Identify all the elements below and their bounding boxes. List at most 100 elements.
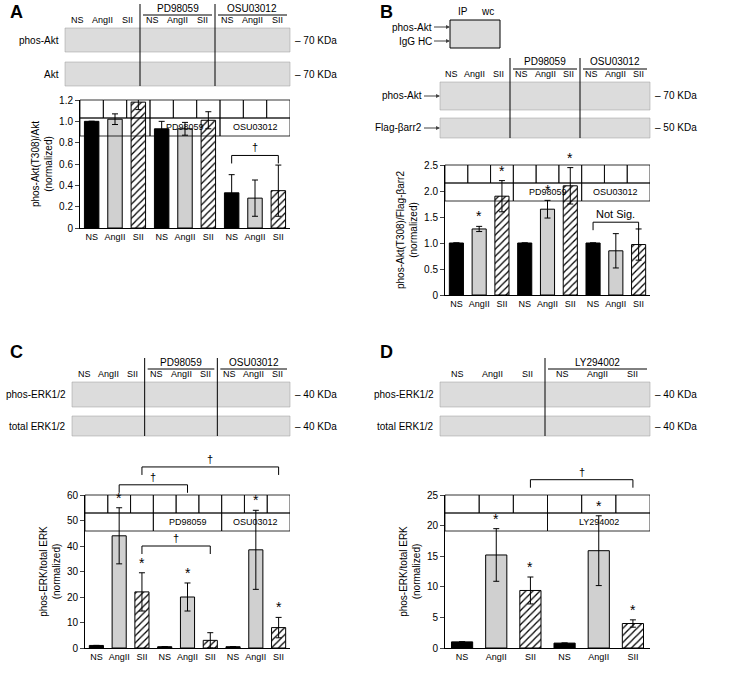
svg-text:*: * <box>630 602 636 618</box>
svg-text:0.8: 0.8 <box>59 137 73 148</box>
svg-text:NS: NS <box>225 232 238 242</box>
svg-text:NS: NS <box>451 369 464 379</box>
svg-text:0: 0 <box>432 290 438 301</box>
svg-text:AngII: AngII <box>243 369 264 379</box>
svg-text:SII: SII <box>627 652 638 662</box>
svg-text:SII: SII <box>273 652 284 662</box>
svg-text:0: 0 <box>72 643 78 654</box>
svg-text:LY294002: LY294002 <box>575 357 620 368</box>
svg-text:*: * <box>476 208 482 224</box>
svg-text:*: * <box>527 559 533 575</box>
svg-text:*: * <box>545 182 551 198</box>
svg-text:NS: NS <box>71 15 84 25</box>
svg-text:*: * <box>185 565 191 581</box>
svg-text:NS: NS <box>221 15 234 25</box>
svg-text:SII: SII <box>200 369 211 379</box>
svg-text:AngII: AngII <box>98 369 119 379</box>
svg-text:– 70 KDa: – 70 KDa <box>295 35 337 46</box>
svg-text:phos-Akt(T308)/Flag-βarr2(norm: phos-Akt(T308)/Flag-βarr2(normalized) <box>395 171 419 289</box>
svg-text:*: * <box>253 492 259 508</box>
svg-text:SII: SII <box>633 69 644 79</box>
svg-text:Akt: Akt <box>44 69 59 80</box>
svg-text:NS: NS <box>78 369 91 379</box>
svg-text:0: 0 <box>67 223 73 234</box>
svg-text:NS: NS <box>155 232 168 242</box>
svg-text:AngII: AngII <box>242 15 263 25</box>
svg-text:NS: NS <box>223 369 236 379</box>
svg-text:NS: NS <box>150 369 163 379</box>
svg-text:10: 10 <box>67 617 79 628</box>
svg-text:OSU03012: OSU03012 <box>233 517 278 527</box>
svg-text:– 70 KDa: – 70 KDa <box>655 90 697 101</box>
svg-text:PD98059: PD98059 <box>524 56 566 67</box>
svg-text:†: † <box>207 453 213 465</box>
svg-text:NS: NS <box>85 232 98 242</box>
svg-text:0.4: 0.4 <box>59 180 73 191</box>
svg-text:AngII: AngII <box>245 652 266 662</box>
svg-text:SII: SII <box>272 15 283 25</box>
svg-text:phos-Akt(T308)/Akt(normalized): phos-Akt(T308)/Akt(normalized) <box>30 121 54 207</box>
svg-text:SII: SII <box>122 15 133 25</box>
svg-text:10: 10 <box>427 581 439 592</box>
svg-text:OSU03012: OSU03012 <box>593 187 638 197</box>
svg-text:NS: NS <box>558 652 571 662</box>
svg-text:A: A <box>10 2 23 22</box>
svg-text:D: D <box>380 342 393 362</box>
svg-text:1.0: 1.0 <box>59 116 73 127</box>
svg-text:Flag-βarr2: Flag-βarr2 <box>375 122 422 133</box>
svg-text:*: * <box>276 599 282 615</box>
svg-text:NS: NS <box>556 369 569 379</box>
svg-text:total ERK1/2: total ERK1/2 <box>377 421 434 432</box>
svg-text:phos-ERK1/2: phos-ERK1/2 <box>6 389 66 400</box>
svg-text:total ERK1/2: total ERK1/2 <box>9 421 66 432</box>
svg-text:– 40 KDa: – 40 KDa <box>655 421 697 432</box>
svg-text:– 50 KDa: – 50 KDa <box>655 122 697 133</box>
svg-text:IgG HC: IgG HC <box>399 36 432 47</box>
svg-text:phos-Akt: phos-Akt <box>392 22 432 33</box>
svg-text:IP: IP <box>458 6 468 17</box>
svg-text:SII: SII <box>522 369 533 379</box>
svg-text:*: * <box>499 163 505 179</box>
svg-text:AngII: AngII <box>587 369 608 379</box>
svg-text:AngII: AngII <box>605 69 626 79</box>
svg-text:AngII: AngII <box>244 232 265 242</box>
svg-text:SII: SII <box>127 369 138 379</box>
svg-text:*: * <box>116 490 122 506</box>
svg-text:NS: NS <box>227 652 240 662</box>
svg-text:LY294002: LY294002 <box>579 517 619 527</box>
svg-text:AngII: AngII <box>605 299 626 309</box>
svg-text:– 40 KDa: – 40 KDa <box>655 389 697 400</box>
svg-text:20: 20 <box>67 592 79 603</box>
svg-text:AngII: AngII <box>482 369 503 379</box>
svg-text:SII: SII <box>133 232 144 242</box>
svg-text:NS: NS <box>450 299 463 309</box>
svg-text:NS: NS <box>518 299 531 309</box>
svg-text:AngII: AngII <box>469 299 490 309</box>
svg-text:40: 40 <box>67 541 79 552</box>
svg-text:NS: NS <box>456 652 469 662</box>
svg-text:SII: SII <box>272 369 283 379</box>
svg-text:SII: SII <box>205 652 216 662</box>
svg-text:– 40 KDa: – 40 KDa <box>295 421 337 432</box>
svg-text:SII: SII <box>633 299 644 309</box>
svg-text:2.5: 2.5 <box>424 160 438 171</box>
svg-text:OSU03012: OSU03012 <box>229 357 279 368</box>
svg-text:†: † <box>150 471 156 483</box>
svg-text:C: C <box>10 342 23 362</box>
svg-text:AngII: AngII <box>535 69 556 79</box>
svg-text:PD98059: PD98059 <box>169 517 207 527</box>
svg-text:PD98059: PD98059 <box>157 3 199 14</box>
svg-text:SII: SII <box>197 15 208 25</box>
svg-text:SII: SII <box>565 299 576 309</box>
svg-text:0.5: 0.5 <box>424 264 438 275</box>
svg-text:OSU03012: OSU03012 <box>590 56 640 67</box>
svg-text:0.2: 0.2 <box>59 201 73 212</box>
svg-text:AngII: AngII <box>177 652 198 662</box>
svg-text:PD98059: PD98059 <box>160 357 202 368</box>
svg-text:0.6: 0.6 <box>59 159 73 170</box>
svg-text:PD98059: PD98059 <box>166 122 204 132</box>
svg-text:1.5: 1.5 <box>424 212 438 223</box>
svg-text:NS: NS <box>146 15 159 25</box>
svg-text:phos-ERK/total ERK(normalized): phos-ERK/total ERK(normalized) <box>398 526 422 617</box>
svg-text:NS: NS <box>90 652 103 662</box>
